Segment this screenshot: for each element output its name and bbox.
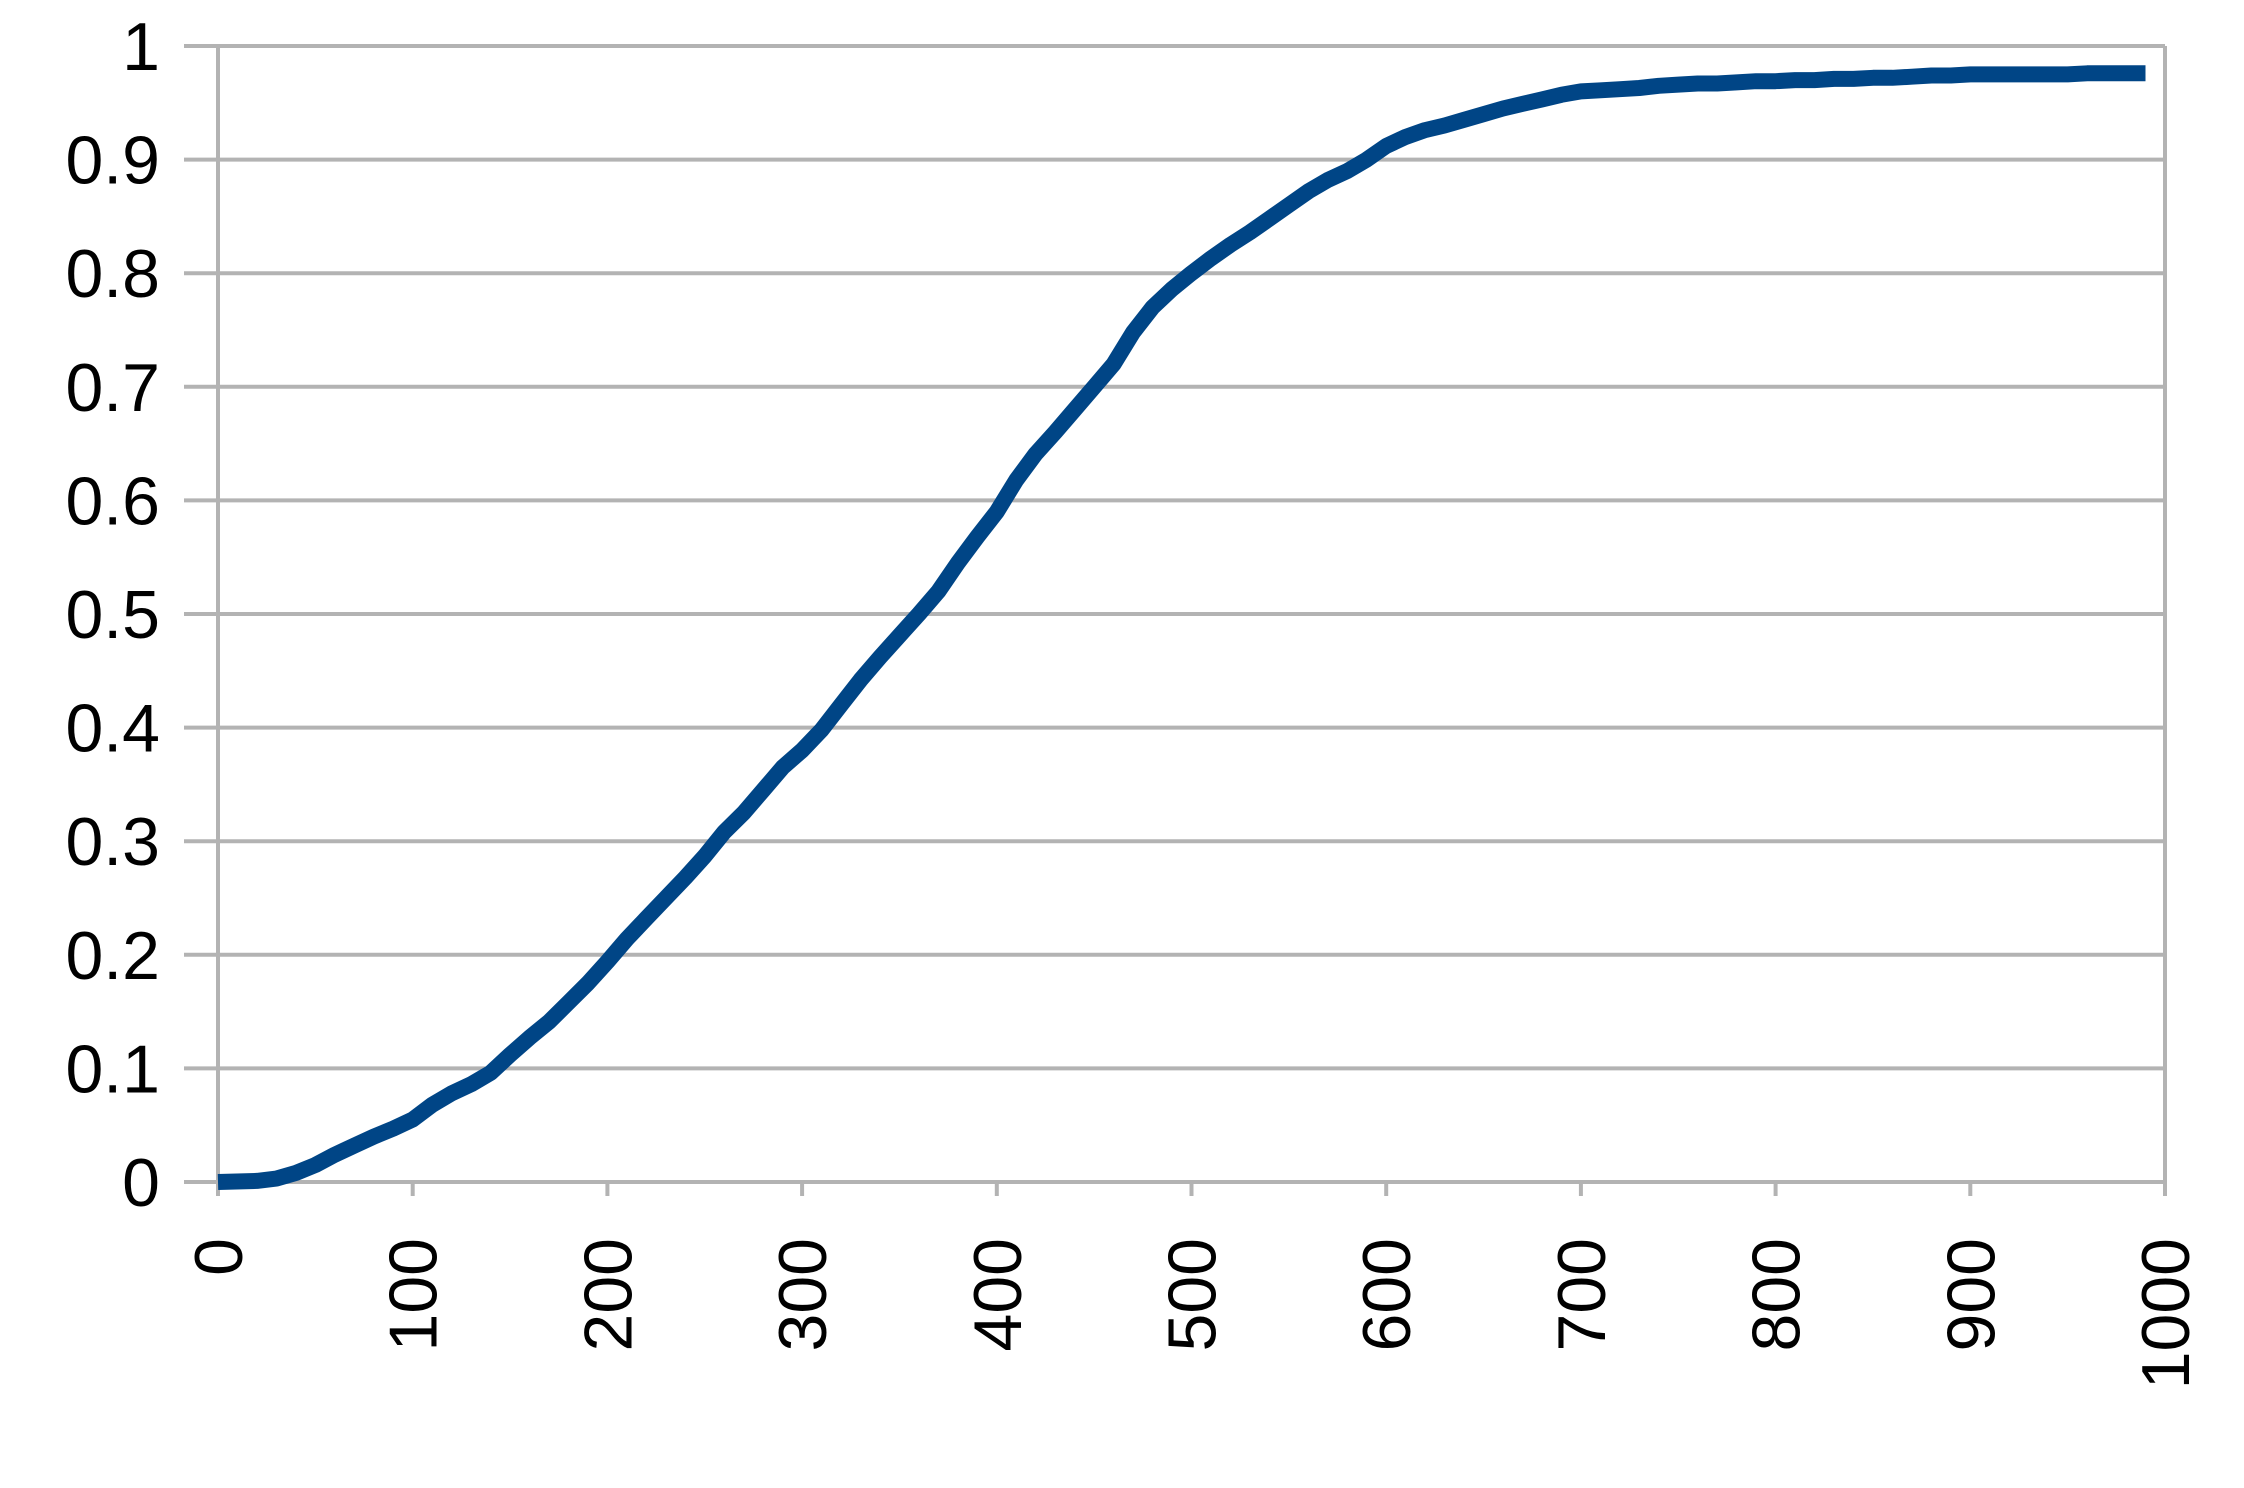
x-axis-tick-labels: 0 100 200 300 400 500 600 700 800 900 1000 bbox=[181, 1238, 2204, 1389]
y-tick-label: 1 bbox=[122, 9, 160, 85]
x-tick-label: 200 bbox=[570, 1238, 646, 1351]
x-tick-label: 700 bbox=[1544, 1238, 1620, 1351]
x-tick-label: 1000 bbox=[2128, 1238, 2204, 1389]
y-tick-label: 0.3 bbox=[65, 804, 160, 880]
y-tick-label: 0.1 bbox=[65, 1031, 160, 1107]
y-axis-tick-labels: 0 0.1 0.2 0.3 0.4 0.5 0.6 0.7 0.8 0.9 1 bbox=[65, 9, 160, 1221]
series-group bbox=[217, 65, 2146, 1190]
y-tick-label: 0.9 bbox=[65, 123, 160, 199]
x-tick-label: 400 bbox=[960, 1238, 1036, 1351]
y-tick-label: 0.6 bbox=[65, 463, 160, 539]
x-tick-label: 300 bbox=[765, 1238, 841, 1351]
x-tick-label: 600 bbox=[1349, 1238, 1425, 1351]
y-tick-label: 0.2 bbox=[65, 918, 160, 994]
x-tick-label: 800 bbox=[1739, 1238, 1815, 1351]
grid-lines bbox=[184, 44, 2165, 1184]
x-tick-label: 900 bbox=[1933, 1238, 2009, 1351]
y-tick-label: 0 bbox=[122, 1145, 160, 1221]
y-tick-label: 0.7 bbox=[65, 350, 160, 426]
y-tick-label: 0.5 bbox=[65, 577, 160, 653]
axes bbox=[216, 46, 2167, 1196]
x-tick-label: 0 bbox=[181, 1238, 257, 1276]
series-line bbox=[217, 65, 2146, 1190]
y-tick-label: 0.4 bbox=[65, 691, 160, 767]
x-tick-label: 500 bbox=[1155, 1238, 1231, 1351]
y-tick-label: 0.8 bbox=[65, 236, 160, 312]
x-tick-label: 100 bbox=[376, 1238, 452, 1351]
